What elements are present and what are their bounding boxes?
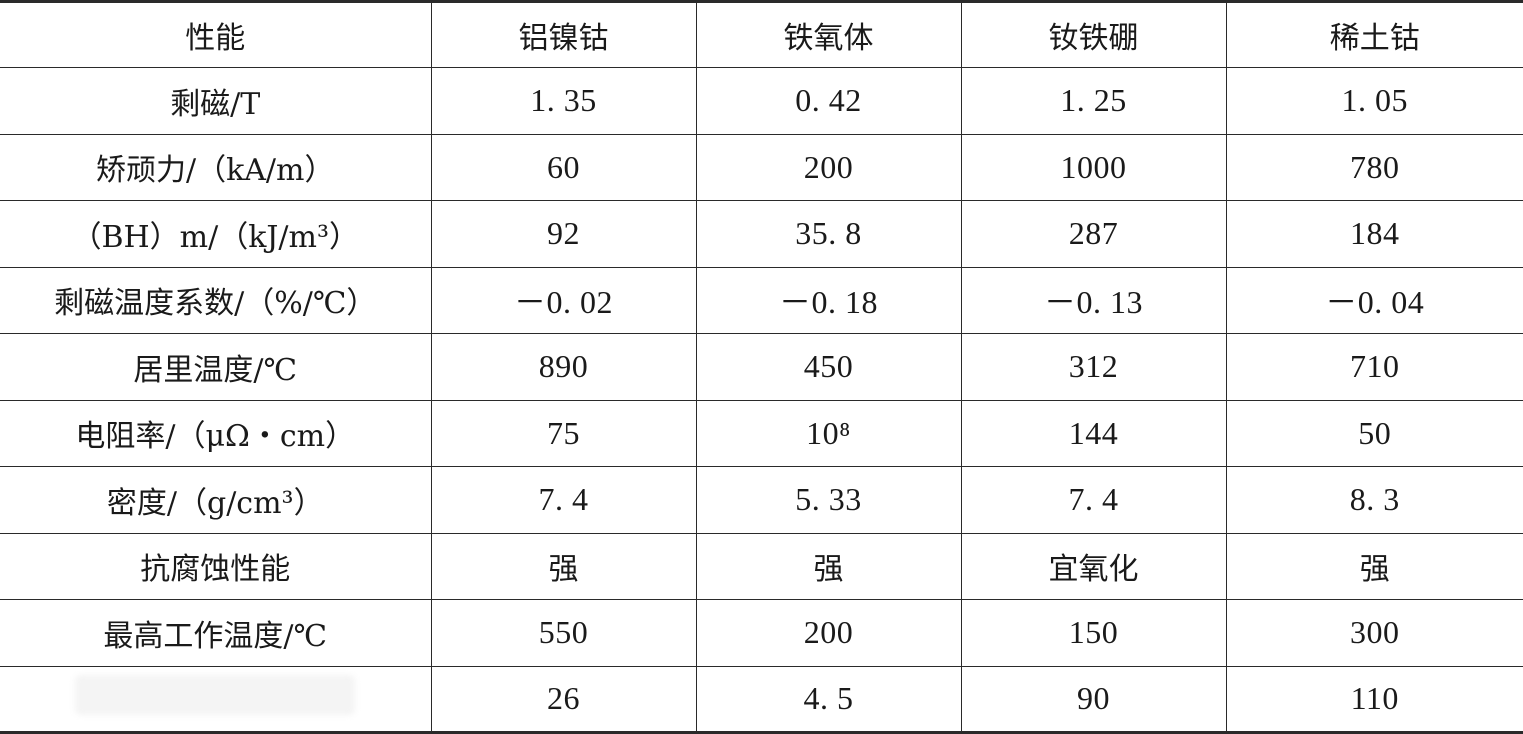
table-cell: 1. 05 bbox=[1225, 67, 1523, 135]
table-cell: 60 bbox=[430, 133, 697, 201]
table-row: 26 4. 5 90 110 bbox=[0, 665, 1523, 733]
table-cell: 144 bbox=[960, 399, 1227, 467]
table-cell: 强 bbox=[695, 532, 962, 600]
table-row: 密度/（g/cm³） 7. 4 5. 33 7. 4 8. 3 bbox=[0, 466, 1523, 534]
table-cell: －0. 18 bbox=[695, 266, 962, 334]
table-cell: －0. 04 bbox=[1225, 266, 1523, 334]
header-cell-property: 性能 bbox=[0, 1, 432, 68]
row-label: 最高工作温度/℃ bbox=[0, 599, 432, 667]
table-row: 居里温度/℃ 890 450 312 710 bbox=[0, 333, 1523, 401]
table-row: 最高工作温度/℃ 550 200 150 300 bbox=[0, 599, 1523, 667]
table-cell: 0. 42 bbox=[695, 67, 962, 135]
table-cell: 宜氧化 bbox=[960, 532, 1227, 600]
table-cell: 强 bbox=[430, 532, 697, 600]
row-label: 居里温度/℃ bbox=[0, 333, 432, 401]
table-cell: －0. 02 bbox=[430, 266, 697, 334]
table-row: （BH）m/（kJ/m³） 92 35. 8 287 184 bbox=[0, 200, 1523, 268]
table-row: 抗腐蚀性能 强 强 宜氧化 强 bbox=[0, 532, 1523, 600]
table-cell: 7. 4 bbox=[960, 466, 1227, 534]
table-cell: 75 bbox=[430, 399, 697, 467]
table-cell: 890 bbox=[430, 333, 697, 401]
row-label-obscured bbox=[0, 665, 432, 733]
header-row: 性能 铝镍钴 铁氧体 钕铁硼 稀土钴 bbox=[0, 1, 1523, 68]
table-cell: 26 bbox=[430, 665, 697, 733]
table-cell: 200 bbox=[695, 133, 962, 201]
table-cell: 5. 33 bbox=[695, 466, 962, 534]
table-cell: 1. 25 bbox=[960, 67, 1227, 135]
table-cell: 4. 5 bbox=[695, 665, 962, 733]
table-row: 矫顽力/（kA/m） 60 200 1000 780 bbox=[0, 133, 1523, 201]
table-cell: 强 bbox=[1225, 532, 1523, 600]
table-cell: 110 bbox=[1225, 665, 1523, 733]
header-cell-ferrite: 铁氧体 bbox=[695, 1, 962, 68]
table-row: 电阻率/（μΩ・cm） 75 10⁸ 144 50 bbox=[0, 399, 1523, 467]
table-cell: 10⁸ bbox=[695, 399, 962, 467]
table-cell: 287 bbox=[960, 200, 1227, 268]
table-cell: 200 bbox=[695, 599, 962, 667]
row-label: 抗腐蚀性能 bbox=[0, 532, 432, 600]
row-label: 剩磁/T bbox=[0, 67, 432, 135]
table-cell: 184 bbox=[1225, 200, 1523, 268]
table-cell: 1000 bbox=[960, 133, 1227, 201]
row-label: 矫顽力/（kA/m） bbox=[0, 133, 432, 201]
table-cell: 50 bbox=[1225, 399, 1523, 467]
table-cell: －0. 13 bbox=[960, 266, 1227, 334]
header-cell-alnico: 铝镍钴 bbox=[430, 1, 697, 68]
table-cell: 8. 3 bbox=[1225, 466, 1523, 534]
row-label: 剩磁温度系数/（%/℃） bbox=[0, 266, 432, 334]
table-cell: 90 bbox=[960, 665, 1227, 733]
table-cell: 150 bbox=[960, 599, 1227, 667]
table-cell: 550 bbox=[430, 599, 697, 667]
table-cell: 35. 8 bbox=[695, 200, 962, 268]
table-row: 剩磁温度系数/（%/℃） －0. 02 －0. 18 －0. 13 －0. 04 bbox=[0, 266, 1523, 334]
table-cell: 710 bbox=[1225, 333, 1523, 401]
row-label: 密度/（g/cm³） bbox=[0, 466, 432, 534]
table-cell: 1. 35 bbox=[430, 67, 697, 135]
table-cell: 780 bbox=[1225, 133, 1523, 201]
table-row: 剩磁/T 1. 35 0. 42 1. 25 1. 05 bbox=[0, 67, 1523, 135]
table-cell: 7. 4 bbox=[430, 466, 697, 534]
row-label: （BH）m/（kJ/m³） bbox=[0, 200, 432, 268]
table-cell: 300 bbox=[1225, 599, 1523, 667]
header-cell-ndfeb: 钕铁硼 bbox=[960, 1, 1227, 68]
table-cell: 450 bbox=[695, 333, 962, 401]
table-cell: 312 bbox=[960, 333, 1227, 401]
table-cell: 92 bbox=[430, 200, 697, 268]
row-label: 电阻率/（μΩ・cm） bbox=[0, 399, 432, 467]
obscured-label-placeholder bbox=[75, 674, 356, 715]
header-cell-smco: 稀土钴 bbox=[1225, 1, 1523, 68]
